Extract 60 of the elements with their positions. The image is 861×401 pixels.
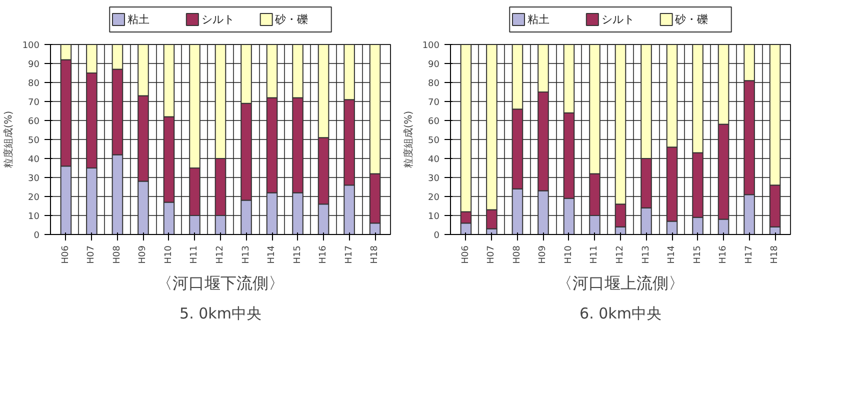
x-tick-label: H08 <box>112 245 122 264</box>
y-tick-label: 20 <box>28 193 40 203</box>
y-tick-label: 50 <box>428 136 440 146</box>
y-tick-label: 100 <box>22 41 40 51</box>
y-tick-label: 80 <box>428 79 440 89</box>
y-tick-label: 20 <box>428 193 440 203</box>
x-tick-label: H09 <box>538 245 548 264</box>
text: 5. 0km中央 <box>180 304 262 322</box>
x-tick-label: H11 <box>190 245 200 264</box>
x-tick-label: H13 <box>641 245 652 264</box>
y-tick-label: 30 <box>428 174 440 184</box>
x-tick-label: H08 <box>512 245 522 264</box>
y-axis-title: 粒度組成(%) <box>402 110 414 168</box>
x-tick-label: H15 <box>692 245 703 264</box>
y-tick-label: 50 <box>28 136 40 146</box>
x-tick-label: H15 <box>292 245 303 264</box>
y-tick-label: 90 <box>28 60 40 70</box>
y-tick-label: 40 <box>428 155 440 165</box>
x-tick-label: H12 <box>616 245 626 264</box>
x-tick-label: H12 <box>216 245 226 264</box>
x-tick-label: H18 <box>770 245 780 264</box>
x-tick-label: H17 <box>744 245 754 264</box>
x-tick-label: H14 <box>267 245 278 264</box>
x-tick-label: H06 <box>460 245 471 264</box>
y-axis-title: 粒度組成(%) <box>2 110 14 168</box>
x-tick-label: H07 <box>486 245 497 264</box>
x-tick-label: H16 <box>718 245 729 264</box>
x-tick-label: H13 <box>241 245 252 264</box>
x-tick-label: H18 <box>370 245 380 264</box>
legend-label: 砂・礫 <box>274 13 308 26</box>
y-tick-label: 70 <box>428 98 440 108</box>
x-tick-label: H16 <box>318 245 329 264</box>
y-tick-label: 80 <box>28 79 40 89</box>
y-tick-label: 60 <box>28 117 40 127</box>
y-tick-label: 0 <box>434 231 440 241</box>
x-tick-label: H10 <box>164 245 174 264</box>
x-tick-label: H07 <box>86 245 97 264</box>
legend-label: 砂・礫 <box>674 13 708 26</box>
x-tick-label: H10 <box>564 245 574 264</box>
y-tick-label: 10 <box>28 212 40 222</box>
x-tick-label: H11 <box>590 245 600 264</box>
y-tick-label: 30 <box>28 174 40 184</box>
x-tick-label: H17 <box>344 245 354 264</box>
y-tick-label: 10 <box>428 212 440 222</box>
x-tick-label: H09 <box>138 245 148 264</box>
legend-label: シルト <box>201 13 234 26</box>
text: 〈河口堰上流側〉 <box>556 274 684 292</box>
legend-label: 粘土 <box>527 13 550 26</box>
y-tick-label: 70 <box>28 98 40 108</box>
legend-label: シルト <box>601 13 634 26</box>
y-tick-label: 40 <box>28 155 40 165</box>
x-tick-label: H14 <box>667 245 678 264</box>
text: 〈河口堰下流側〉 <box>156 274 284 292</box>
y-tick-label: 90 <box>428 60 440 70</box>
x-tick-label: H06 <box>60 245 71 264</box>
y-tick-label: 0 <box>34 231 40 241</box>
y-tick-label: 100 <box>422 41 440 51</box>
text: 6. 0km中央 <box>580 304 662 322</box>
y-tick-label: 60 <box>428 117 440 127</box>
legend-label: 粘土 <box>127 13 150 26</box>
